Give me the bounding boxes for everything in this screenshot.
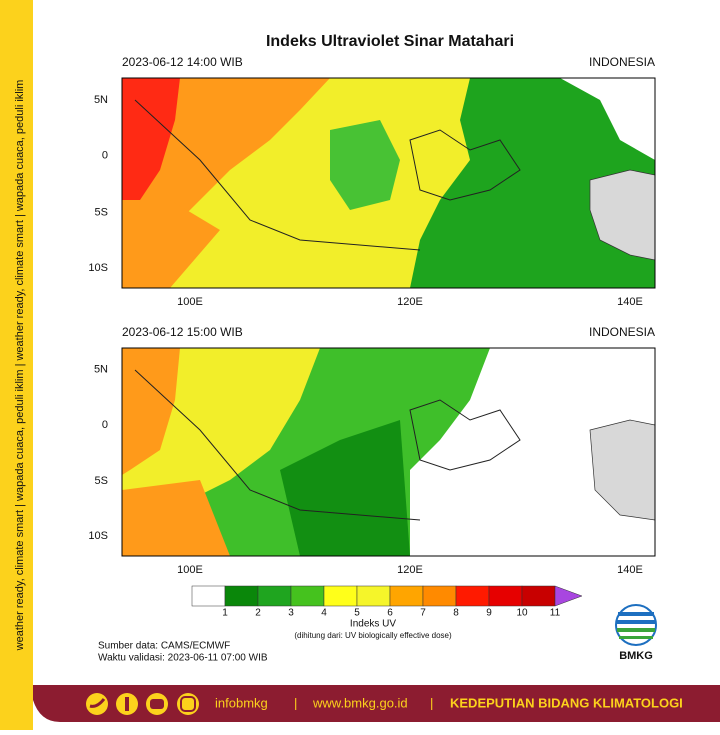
logo-text: BMKG [619,650,653,662]
colorbar-segment [422,585,457,607]
colorbar-segment [488,585,523,607]
colorbar-tick-label: 2 [255,608,261,619]
lon-label: 120E [397,296,423,308]
colorbar-tick-label: 8 [453,608,459,619]
lat-label: 5S [95,206,108,218]
colorbar-segment [521,585,556,607]
panel-region: INDONESIA [589,325,655,339]
lat-label: 10S [88,262,108,274]
footer-department: KEDEPUTIAN BIDANG KLIMATOLOGI [450,695,683,710]
colorbar-tick-label: 1 [222,608,228,619]
colorbar-arrow [554,585,583,607]
lon-label: 140E [617,296,643,308]
lon-label: 120E [397,564,423,576]
lon-label: 100E [177,296,203,308]
bmkg-logo [615,604,657,646]
footer-band [33,685,720,722]
colorbar-tick-label: 9 [486,608,492,619]
colorbar-segment [356,585,391,607]
panel-region: INDONESIA [589,55,655,69]
colorbar-tick-label: 6 [387,608,393,619]
source: Sumber data: CAMS/ECMWF [98,641,230,652]
uv-map [122,78,655,288]
lat-label: 10S [88,530,108,542]
uv-map [122,348,655,556]
footer-separator: | [430,695,433,710]
colorbar-label: Indeks UV [350,619,396,630]
colorbar-note: (dihitung dari: UV biologically effectiv… [294,631,452,640]
colorbar-segment [224,585,259,607]
panel-time: 2023-06-12 15:00 WIB [122,325,243,339]
colorbar-segment [191,585,226,607]
colorbar: 1 2 3 4 5 6 7 8 9 10 11 [191,585,583,619]
map-frame [121,347,656,557]
lat-label: 5S [95,475,108,487]
map-frame [121,77,656,289]
footer-separator: | [294,695,297,710]
side-strip [0,0,33,730]
social-icons [86,693,199,715]
colorbar-segment [257,585,292,607]
lat-label: 0 [102,419,108,431]
colorbar-tick-label: 10 [516,608,528,619]
lon-label: 140E [617,564,643,576]
title: Indeks Ultraviolet Sinar Matahari [266,33,514,50]
colorbar-tick-label: 7 [420,608,426,619]
colorbar-segment [455,585,490,607]
colorbar-segment [389,585,424,607]
side-banner: weather ready, climate smart | wapada cu… [14,80,26,652]
colorbar-tick-label: 5 [354,608,360,619]
lon-label: 100E [177,564,203,576]
validity: Waktu validasi: 2023-06-11 07:00 WIB [98,653,268,664]
colorbar-tick-label: 3 [288,608,294,619]
lat-label: 5N [94,364,108,376]
panel-time: 2023-06-12 14:00 WIB [122,55,243,69]
colorbar-segment [290,585,325,607]
footer-handle: infobmkg [215,695,268,710]
colorbar-segment [323,585,358,607]
lat-label: 0 [102,150,108,162]
footer-website: www.bmkg.go.id [312,695,408,710]
colorbar-tick-label: 4 [321,608,327,619]
colorbar-tick-label: 11 [550,608,561,619]
lat-label: 5N [94,94,108,106]
